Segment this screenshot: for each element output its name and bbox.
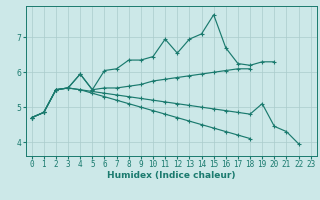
- X-axis label: Humidex (Indice chaleur): Humidex (Indice chaleur): [107, 171, 236, 180]
